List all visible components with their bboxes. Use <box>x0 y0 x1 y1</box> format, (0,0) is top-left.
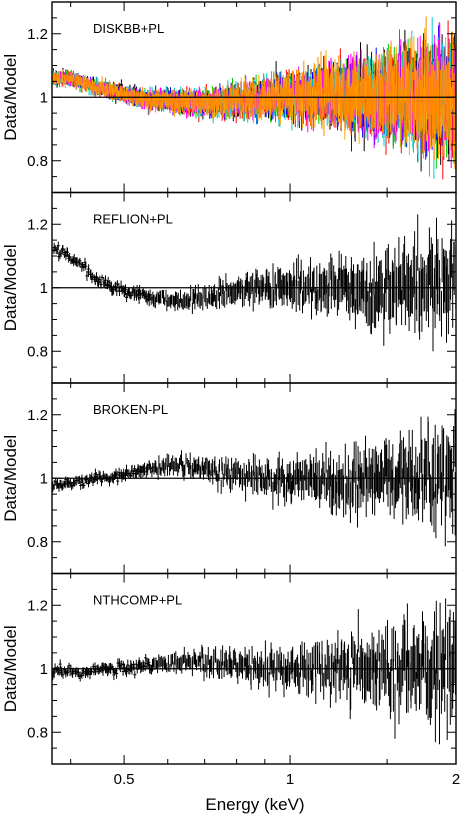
panel-2: 0.8 1 1.2 REFLION+PL Data/Model <box>1 191 457 384</box>
y-tick-label: 0.8 <box>27 153 48 170</box>
residual-points <box>52 598 456 745</box>
y-tick-label: 0.8 <box>27 343 48 360</box>
y-tick-label: 1.2 <box>27 216 48 233</box>
y-tick-label: 1 <box>40 470 48 487</box>
y-axis-title: Data/Model <box>1 435 20 522</box>
panel-1: 0.8 1 1.2 DISKBB+PL Data/Model <box>1 1 457 194</box>
panel-label: BROKEN-PL <box>93 402 168 417</box>
y-axis-title: Data/Model <box>1 244 20 331</box>
y-tick-label: 1.2 <box>27 26 48 43</box>
panel-3: 0.8 1 1.2 BROKEN-PL Data/Model <box>1 382 457 575</box>
residual-points <box>52 16 456 180</box>
y-tick-label: 1.2 <box>27 407 48 424</box>
panel-label: REFLION+PL <box>93 212 173 227</box>
y-tick-label: 1 <box>40 280 48 297</box>
y-tick-label: 1 <box>40 89 48 106</box>
residual-points <box>52 214 456 352</box>
y-tick-label: 0.8 <box>27 534 48 551</box>
y-axis-title: Data/Model <box>1 54 20 141</box>
panel-label: DISKBB+PL <box>93 21 164 36</box>
